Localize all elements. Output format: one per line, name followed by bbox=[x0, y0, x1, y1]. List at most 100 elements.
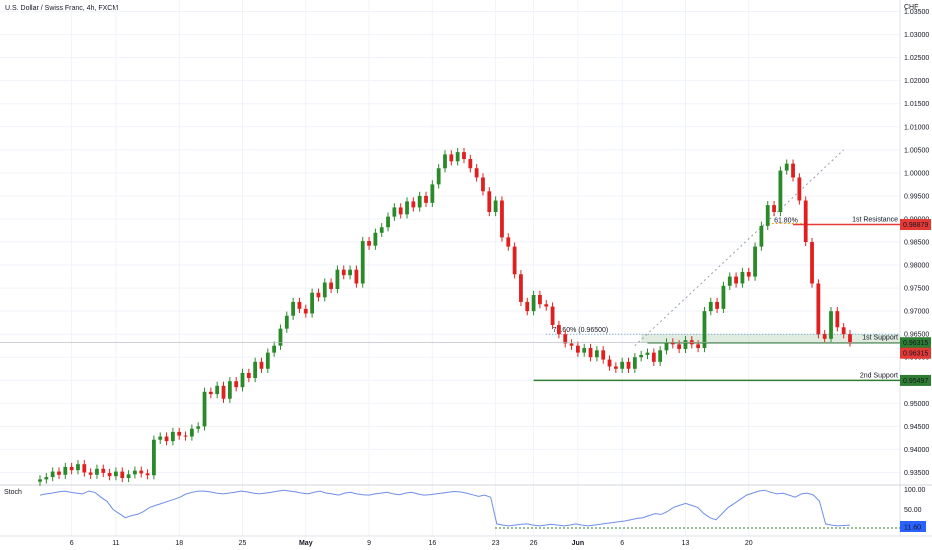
candle-body bbox=[753, 246, 757, 277]
stoch-label: Stoch bbox=[4, 489, 22, 496]
currency-label: CHF bbox=[904, 4, 918, 11]
x-tick-label: 16 bbox=[428, 540, 436, 547]
candle-body bbox=[152, 439, 156, 476]
x-tick-label: 6 bbox=[70, 540, 74, 547]
candle-body bbox=[398, 207, 403, 215]
candle-body bbox=[436, 168, 441, 185]
candle-body bbox=[500, 200, 504, 238]
fib618-label: 61.80% bbox=[774, 218, 798, 225]
y-tick-label: 0.99500 bbox=[904, 193, 929, 200]
candle-body bbox=[443, 154, 447, 169]
candle-body bbox=[474, 168, 479, 178]
x-tick-label: 23 bbox=[492, 540, 500, 547]
candle-body bbox=[664, 342, 669, 351]
y-tick-label: 1.03500 bbox=[904, 9, 929, 16]
candle-body bbox=[69, 466, 74, 471]
y-tick-label: 0.97500 bbox=[904, 286, 929, 293]
candle-body bbox=[740, 271, 745, 284]
y-tick-label: 0.95000 bbox=[904, 401, 929, 408]
x-tick-label: Jun bbox=[572, 540, 584, 547]
candle-body bbox=[810, 242, 814, 284]
candle-body bbox=[57, 471, 61, 475]
candle-body bbox=[246, 372, 251, 378]
candle-body bbox=[829, 311, 833, 339]
candle-body bbox=[493, 200, 498, 213]
candle-body bbox=[38, 479, 42, 482]
y-tick-label: 1.00500 bbox=[904, 147, 929, 154]
candle-body bbox=[145, 473, 150, 476]
candle-body bbox=[765, 205, 770, 226]
y-tick-label: 0.97000 bbox=[904, 309, 929, 316]
candle-body bbox=[481, 177, 485, 192]
candle-body bbox=[424, 195, 428, 203]
candle-body bbox=[417, 195, 422, 208]
candle-body bbox=[50, 471, 55, 478]
candle-body bbox=[455, 152, 460, 162]
candle-body bbox=[265, 352, 270, 369]
candle-body bbox=[519, 274, 523, 302]
x-tick-label: 9 bbox=[367, 540, 371, 547]
candle-body bbox=[170, 431, 175, 442]
candle-body bbox=[322, 282, 327, 298]
candle-body bbox=[816, 283, 821, 335]
candle-body bbox=[379, 227, 384, 233]
candle-body bbox=[708, 301, 713, 312]
candle-body bbox=[253, 361, 258, 378]
candle-body bbox=[588, 348, 593, 358]
candle-body bbox=[284, 315, 289, 329]
candle-body bbox=[189, 428, 194, 437]
candle-body bbox=[202, 391, 207, 427]
candle-body bbox=[468, 159, 473, 169]
y-tick-label: 1.00000 bbox=[904, 170, 929, 177]
candle-body bbox=[512, 246, 517, 275]
y-tick-label: 0.96500 bbox=[904, 332, 929, 339]
x-tick-label: 11 bbox=[112, 540, 119, 547]
y-tick-label: 1.02000 bbox=[904, 78, 929, 85]
candle-body bbox=[506, 237, 511, 247]
candle-body bbox=[651, 352, 656, 362]
candle-body bbox=[531, 295, 536, 312]
y-tick-label: 0.93500 bbox=[904, 470, 929, 477]
y-tick-label: 0.94500 bbox=[904, 424, 929, 431]
candle-body bbox=[76, 464, 80, 471]
fib-label: 78.60% (0.96500) bbox=[553, 327, 609, 334]
candle-body bbox=[759, 225, 764, 247]
candle-body bbox=[310, 292, 315, 314]
candle-body bbox=[462, 152, 466, 160]
y-tick-label: 0.94000 bbox=[904, 447, 929, 454]
candle-body bbox=[158, 436, 163, 440]
y-tick-label: 1.02500 bbox=[904, 55, 929, 62]
candle-body bbox=[734, 276, 738, 284]
current-price-badge bbox=[900, 347, 931, 359]
candle-body bbox=[449, 154, 454, 162]
stoch-current-value: 11.60 bbox=[904, 525, 921, 532]
candle-body bbox=[557, 324, 561, 335]
x-tick-label: 13 bbox=[682, 540, 690, 547]
candle-body bbox=[797, 177, 802, 201]
candle-body bbox=[715, 301, 720, 309]
candle-body bbox=[133, 470, 137, 475]
candle-body bbox=[234, 381, 239, 388]
candle-body bbox=[386, 216, 390, 228]
candle-body bbox=[259, 361, 264, 369]
x-axis: 6 11 18 25 May 9 16 23 26 Jun 6 13 20 bbox=[70, 540, 753, 547]
current-price-value: 0.96315 bbox=[903, 351, 928, 358]
candle-body bbox=[44, 477, 49, 480]
candle-body bbox=[594, 350, 599, 358]
candle-body bbox=[341, 269, 346, 276]
candle-body bbox=[848, 334, 852, 343]
candle-body bbox=[411, 201, 416, 208]
candle-body bbox=[227, 381, 232, 399]
stoch-line bbox=[39, 489, 851, 527]
y-tick-label: 0.98500 bbox=[904, 240, 929, 247]
candle-body bbox=[164, 436, 169, 442]
x-tick-label: 18 bbox=[175, 540, 183, 547]
candle-body bbox=[297, 301, 302, 309]
level-label: 2nd Support bbox=[860, 372, 898, 379]
candle-body bbox=[582, 348, 587, 353]
chart-title: U.S. Dollar / Swiss Franc, 4h, FXCM bbox=[5, 5, 118, 12]
candle-body bbox=[139, 470, 144, 474]
candle-body bbox=[841, 327, 846, 335]
candle-body bbox=[303, 308, 308, 314]
